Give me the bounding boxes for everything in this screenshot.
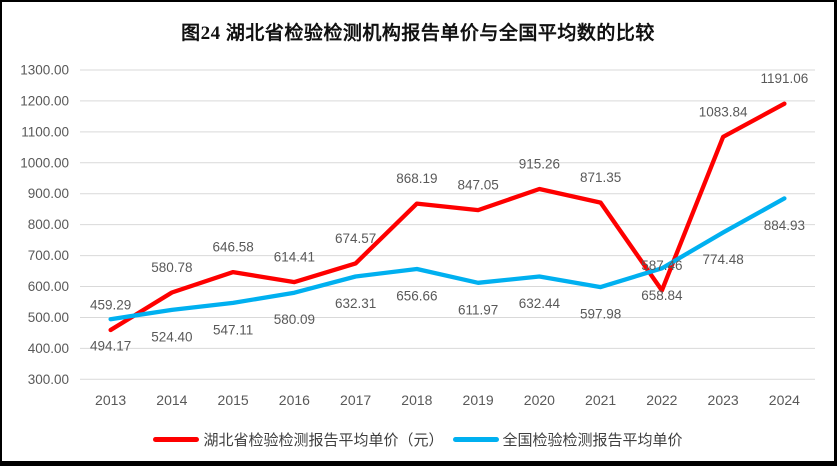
y-axis-tick-label: 1200.00 — [20, 93, 69, 108]
hubei-data-label: 1083.84 — [699, 104, 748, 119]
hubei-data-label: 1191.06 — [760, 71, 808, 86]
y-axis-tick-label: 500.00 — [28, 310, 69, 325]
hubei-data-label: 614.41 — [274, 250, 315, 265]
x-axis-tick-label: 2024 — [769, 392, 800, 408]
hubei-data-label: 847.05 — [457, 178, 498, 193]
national-data-label: 547.11 — [213, 322, 253, 337]
legend-label-hubei: 湖北省检验检测报告平均单价（元） — [203, 432, 444, 449]
national-data-label: 656.66 — [396, 288, 437, 303]
national-data-label: 524.40 — [151, 329, 192, 344]
hubei-data-label: 868.19 — [396, 171, 437, 186]
hubei-series-line — [108, 101, 787, 333]
y-axis-tick-label: 700.00 — [28, 248, 69, 263]
legend-line-swatch-national — [452, 437, 499, 442]
y-axis-tick-label: 600.00 — [28, 279, 69, 294]
x-axis-tick-label: 2016 — [279, 392, 310, 408]
chart-legend: 湖北省检验检测报告平均单价（元） 全国检验检测报告平均单价 — [2, 429, 834, 450]
x-axis-tick-label: 2014 — [156, 392, 187, 408]
x-axis-tick-label: 2015 — [218, 392, 249, 408]
x-axis-tick-label: 2023 — [708, 392, 739, 408]
x-axis-tick-label: 2019 — [463, 392, 494, 408]
hubei-data-label: 915.26 — [519, 157, 560, 172]
national-data-label: 611.97 — [458, 302, 498, 317]
y-axis-tick-label: 400.00 — [28, 341, 69, 356]
national-data-label: 494.17 — [90, 339, 131, 354]
y-axis-tick-label: 300.00 — [28, 372, 69, 387]
legend-line-swatch-hubei — [153, 437, 200, 442]
hubei-data-label: 871.35 — [580, 170, 621, 185]
y-axis-tick-label: 900.00 — [28, 186, 69, 201]
national-data-label: 597.98 — [580, 307, 621, 322]
x-axis-tick-label: 2021 — [585, 392, 616, 408]
y-axis-tick-label: 1000.00 — [20, 155, 69, 170]
x-axis-tick-label: 2013 — [95, 392, 126, 408]
hubei-data-label: 459.29 — [90, 298, 131, 313]
national-data-label: 774.48 — [702, 252, 743, 267]
x-axis-tick-label: 2017 — [340, 392, 371, 408]
hubei-data-label: 674.57 — [335, 231, 376, 246]
x-axis-tick-label: 2018 — [401, 392, 432, 408]
national-data-label: 580.09 — [274, 312, 315, 327]
hubei-data-label: 580.78 — [151, 260, 192, 275]
chart-title: 图24 湖北省检验检测机构报告单价与全国平均数的比较 — [181, 23, 655, 44]
x-axis-tick-label: 2020 — [524, 392, 555, 408]
y-axis-tick-label: 1300.00 — [20, 63, 69, 78]
y-axis-tick-label: 1100.00 — [21, 124, 69, 139]
y-axis-tick-label: 800.00 — [28, 217, 69, 232]
national-data-label: 632.44 — [519, 296, 561, 311]
legend-label-national: 全国检验检测报告平均单价 — [502, 432, 683, 449]
national-data-label: 658.84 — [641, 288, 683, 303]
hubei-data-label: 587.46 — [641, 258, 682, 273]
hubei-data-label: 646.58 — [212, 240, 253, 255]
national-data-label: 632.31 — [335, 296, 376, 311]
x-axis-tick-label: 2022 — [646, 392, 677, 408]
line-chart-plot-area: 300.00 400.00 500.00 600.00 700.00 800.00 900.… — [20, 63, 815, 408]
national-data-label: 884.93 — [764, 218, 805, 233]
national-series-line — [108, 196, 787, 322]
